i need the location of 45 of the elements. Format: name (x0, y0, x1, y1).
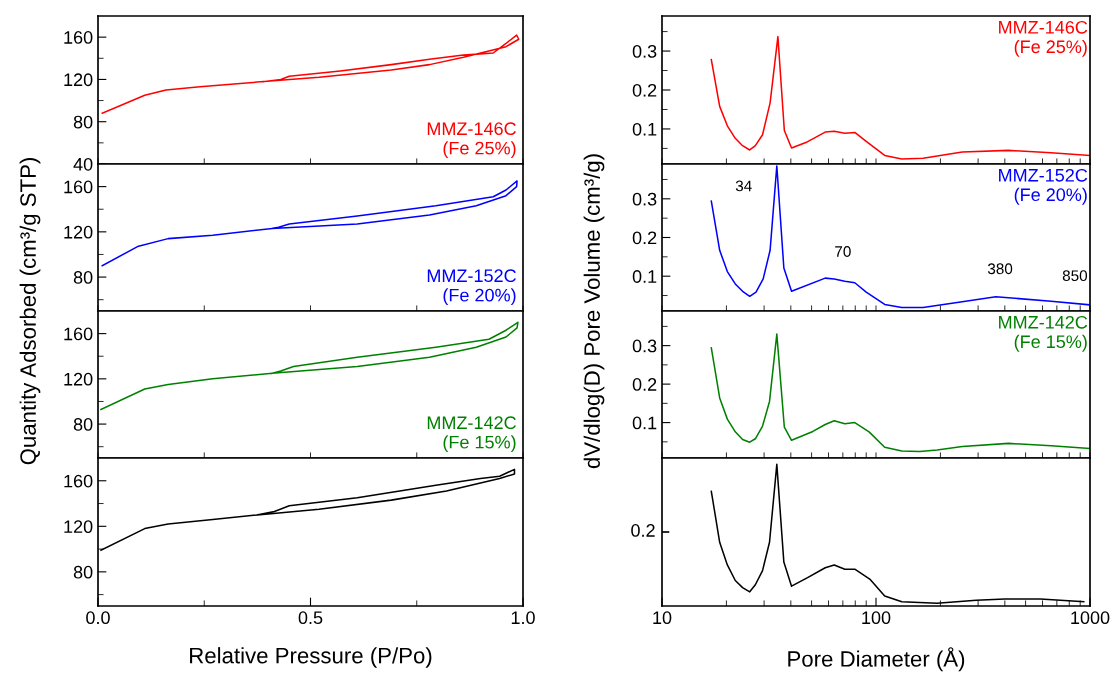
x-tick-label: 100 (862, 611, 891, 625)
annotation: 70 (835, 246, 851, 257)
x-tick-label: 1.0 (511, 611, 535, 625)
x-axis-title: Relative Pressure (P/Po) (190, 647, 432, 668)
y-tick-label: 120 (64, 225, 93, 239)
x-axis-title: Pore Diameter (Å) (788, 647, 965, 672)
y-tick-label: 0.3 (632, 192, 657, 206)
y-tick-label: 160 (64, 474, 93, 488)
text: MMZ-146C (Fe 25%) (999, 20, 1088, 57)
y-tick-label: 0.1 (632, 416, 657, 430)
y-tick-label: 120 (64, 372, 93, 386)
text: MMZ-142C (Fe 15%) (427, 416, 516, 453)
y-tick-label: 40 (73, 157, 93, 171)
y-tick-label: 0.1 (632, 122, 657, 136)
x-tick-label: 1000 (1071, 611, 1110, 625)
y-tick-label: 0.3 (632, 44, 657, 58)
x-tick-label: 10 (653, 611, 672, 625)
text: MMZ-152C (Fe 20%) (999, 168, 1088, 205)
y-tick-label: 120 (64, 520, 93, 534)
text: MMZ-142C (Fe 15%) (999, 315, 1088, 352)
annotation: 380 (987, 263, 1013, 275)
y-tick-label: 0.1 (632, 270, 657, 283)
y-tick-label: 80 (73, 115, 93, 129)
y-axis-title: dV/dlog(D) Pore Volume (cm³/g) (583, 154, 605, 469)
y-tick-label: 160 (64, 180, 93, 194)
y-tick-label: 80 (73, 418, 93, 431)
y-tick-label: 160 (64, 31, 93, 44)
y-tick-label: 0.3 (632, 339, 657, 353)
y-tick-label: 80 (73, 271, 93, 284)
x-tick-label: 0.5 (298, 611, 323, 625)
text: MMZ-146C (Fe 25%) (427, 122, 516, 159)
y-tick-label: 0.2 (632, 231, 657, 245)
y-tick-label: 80 (73, 565, 93, 579)
y-tick-label: 0.2 (632, 83, 657, 97)
line-series (100, 321, 519, 411)
line-series (101, 180, 518, 267)
annotation: 850 (1062, 270, 1088, 282)
annotation: 34 (735, 180, 752, 192)
y-axis-title: Quantity Adsorbed (cm³/g STP) (19, 157, 41, 465)
text: MMZ-152C (Fe 20%) (427, 269, 516, 306)
y-tick-label: 120 (64, 73, 93, 87)
line-series (101, 34, 520, 115)
y-tick-label: 0.2 (632, 378, 657, 391)
y-tick-label: 160 (64, 327, 93, 341)
x-tick-label: 0.0 (86, 611, 110, 625)
